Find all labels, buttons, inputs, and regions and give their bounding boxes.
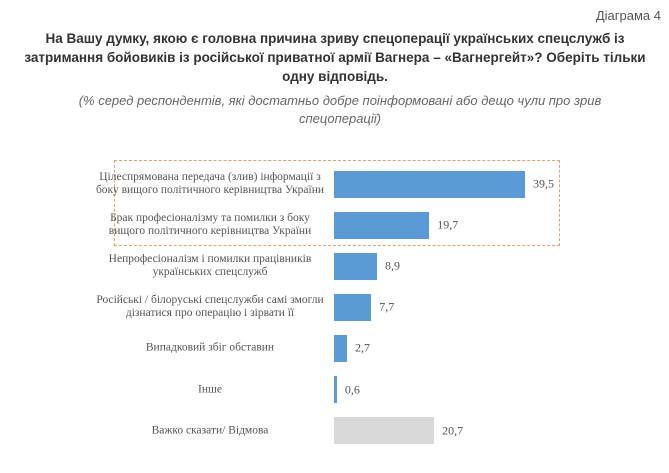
category-label: Брак професіоналізму та помилки з боку в…: [108, 212, 312, 238]
bar: [334, 376, 337, 403]
bar: [334, 211, 430, 239]
data-label: 7,7: [379, 299, 395, 314]
category-label: Інше: [198, 383, 222, 395]
bar: [334, 170, 525, 198]
category-label: Непрофесіоналізм і помилки працівників у…: [108, 253, 312, 279]
highlight-box: [114, 160, 560, 246]
category-label: Важко сказати/ Відмова: [151, 424, 269, 437]
data-label: 0,6: [344, 382, 360, 396]
data-label: 2,7: [355, 340, 371, 355]
category-label: Цілеспрямована передача (злив) інформаці…: [95, 171, 325, 196]
bar: [334, 334, 348, 362]
bar: [334, 417, 435, 445]
category-label: Випадковий збіг обставин: [145, 341, 275, 354]
data-label: 20,7: [442, 423, 464, 438]
data-label: 8,9: [385, 258, 401, 273]
question-title: На Вашу думку, якою є головна причина зр…: [24, 31, 646, 84]
subtitle: (% серед респондентів, які достатньо доб…: [78, 93, 602, 126]
bar: [334, 293, 372, 321]
diagram-number: Діаграма 4: [595, 8, 661, 23]
bar: [334, 252, 378, 280]
data-label: 39,5: [533, 176, 554, 191]
data-label: 19,7: [437, 217, 459, 232]
category-label: Російські / білоруські спецслужби самі з…: [96, 294, 324, 320]
